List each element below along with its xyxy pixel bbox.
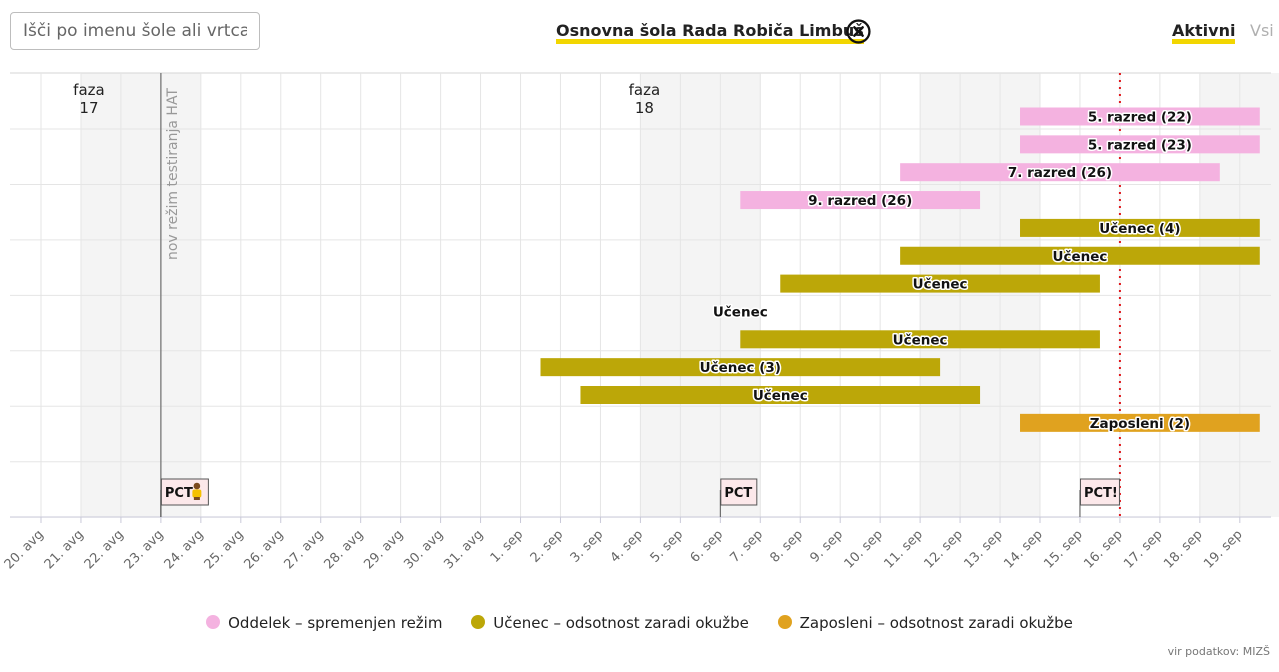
x-tick-label: 4. sep [608, 527, 647, 566]
bar-olive [540, 358, 941, 377]
legend-item-olive[interactable]: Učenec – odsotnost zaradi okužbe [471, 614, 749, 632]
x-tick-label: 30. avg [401, 527, 446, 572]
bar-label: Učenec [713, 304, 768, 320]
bar-label: Učenec [913, 277, 968, 293]
x-tick-label: 18. sep [1161, 527, 1205, 571]
bar-label: 9. razred (26) [808, 193, 912, 209]
bar-label: Učenec [753, 388, 808, 404]
x-tick-label: 22. avg [82, 527, 127, 572]
legend-dot-gold [777, 615, 792, 629]
marker-label: PCT [724, 486, 752, 501]
legend-label: Zaposleni – odsotnost zaradi okužbe [799, 614, 1073, 632]
x-tick-label: 26. avg [242, 527, 287, 572]
x-tick-label: 3. sep [568, 527, 607, 566]
bar-label: Učenec (3) [700, 360, 781, 376]
phase-number: 18 [635, 99, 654, 117]
x-tick-label: 17. sep [1121, 527, 1165, 571]
x-tick-label: 10. sep [842, 527, 886, 571]
x-tick-label: 14. sep [1001, 527, 1045, 571]
x-tick-label: 1. sep [488, 527, 527, 566]
marker-box [720, 478, 758, 506]
x-tick-label: 24. avg [162, 527, 207, 572]
bar-olive [740, 330, 1100, 349]
bar-gold [1020, 413, 1260, 432]
person-icon [192, 482, 202, 500]
x-tick-label: 7. sep [728, 527, 767, 566]
x-tick-label: 9. sep [807, 527, 846, 566]
x-tick-label: 25. avg [202, 527, 247, 572]
x-tick-label: 19. sep [1201, 527, 1245, 571]
data-source: vir podatkov: MIZŠ [1167, 645, 1270, 658]
phase-label: faza [629, 81, 661, 99]
x-tick-label: 15. sep [1041, 527, 1085, 571]
tab-active[interactable]: Aktivni [1172, 18, 1236, 44]
x-tick-label: 28. avg [321, 527, 366, 572]
bar-pink [1020, 135, 1260, 154]
x-tick-label: 29. avg [361, 527, 406, 572]
x-tick-label: 20. avg [2, 527, 47, 572]
bar-pink [1020, 107, 1260, 126]
bar-label: 7. razred (26) [1008, 165, 1112, 181]
x-tick-label: 31. avg [441, 527, 486, 572]
bar-olive [580, 386, 981, 404]
bar-label: Učenec [893, 332, 948, 348]
x-tick-label: 21. avg [42, 527, 87, 572]
school-title: Osnovna šola Rada Robiča Limbuš [556, 18, 864, 44]
legend-item-gold[interactable]: Zaposleni – odsotnost zaradi okužbe [777, 614, 1073, 632]
chart-legend: Oddelek – spremenjen režim Učenec – odso… [0, 614, 1279, 632]
x-tick-label: 23. avg [122, 527, 167, 572]
x-tick-label: 8. sep [767, 527, 806, 566]
bar-label: 5. razred (23) [1088, 137, 1192, 153]
phase-label: faza [73, 81, 105, 99]
tab-all[interactable]: Vsi [1250, 21, 1274, 40]
marker-box [1079, 478, 1120, 506]
marker-label: PCT [165, 486, 193, 501]
x-tick-label: 16. sep [1081, 527, 1125, 571]
x-tick-label: 2. sep [528, 527, 567, 566]
bar-label: Učenec (4) [1099, 221, 1180, 237]
bar-label: 5. razred (22) [1088, 110, 1192, 126]
legend-item-pink[interactable]: Oddelek – spremenjen režim [206, 614, 442, 632]
phase-number: 17 [79, 99, 98, 117]
bar-olive [780, 274, 1100, 293]
search-input[interactable] [10, 12, 260, 50]
marker-label: PCT! [1084, 486, 1118, 501]
milestone-label: nov režim testiranja HAT [165, 88, 181, 260]
bar-olive [900, 246, 1260, 265]
bar-pink [900, 163, 1220, 182]
legend-dot-olive [471, 615, 486, 629]
close-icon[interactable] [846, 19, 871, 44]
bar-label: Zaposleni (2) [1090, 416, 1190, 432]
x-tick-label: 5. sep [648, 527, 687, 566]
x-tick-label: 12. sep [921, 527, 965, 571]
bar-pink [740, 191, 981, 210]
legend-label: Oddelek – spremenjen režim [228, 614, 443, 632]
bar-label: Učenec [1053, 249, 1108, 265]
x-tick-label: 6. sep [688, 527, 727, 566]
bar-olive [1020, 218, 1260, 237]
x-tick-label: 13. sep [961, 527, 1005, 571]
legend-label: Učenec – odsotnost zaradi okužbe [493, 614, 749, 632]
x-tick-label: 11. sep [882, 527, 926, 571]
legend-dot-pink [206, 615, 221, 629]
x-tick-label: 27. avg [281, 527, 326, 572]
